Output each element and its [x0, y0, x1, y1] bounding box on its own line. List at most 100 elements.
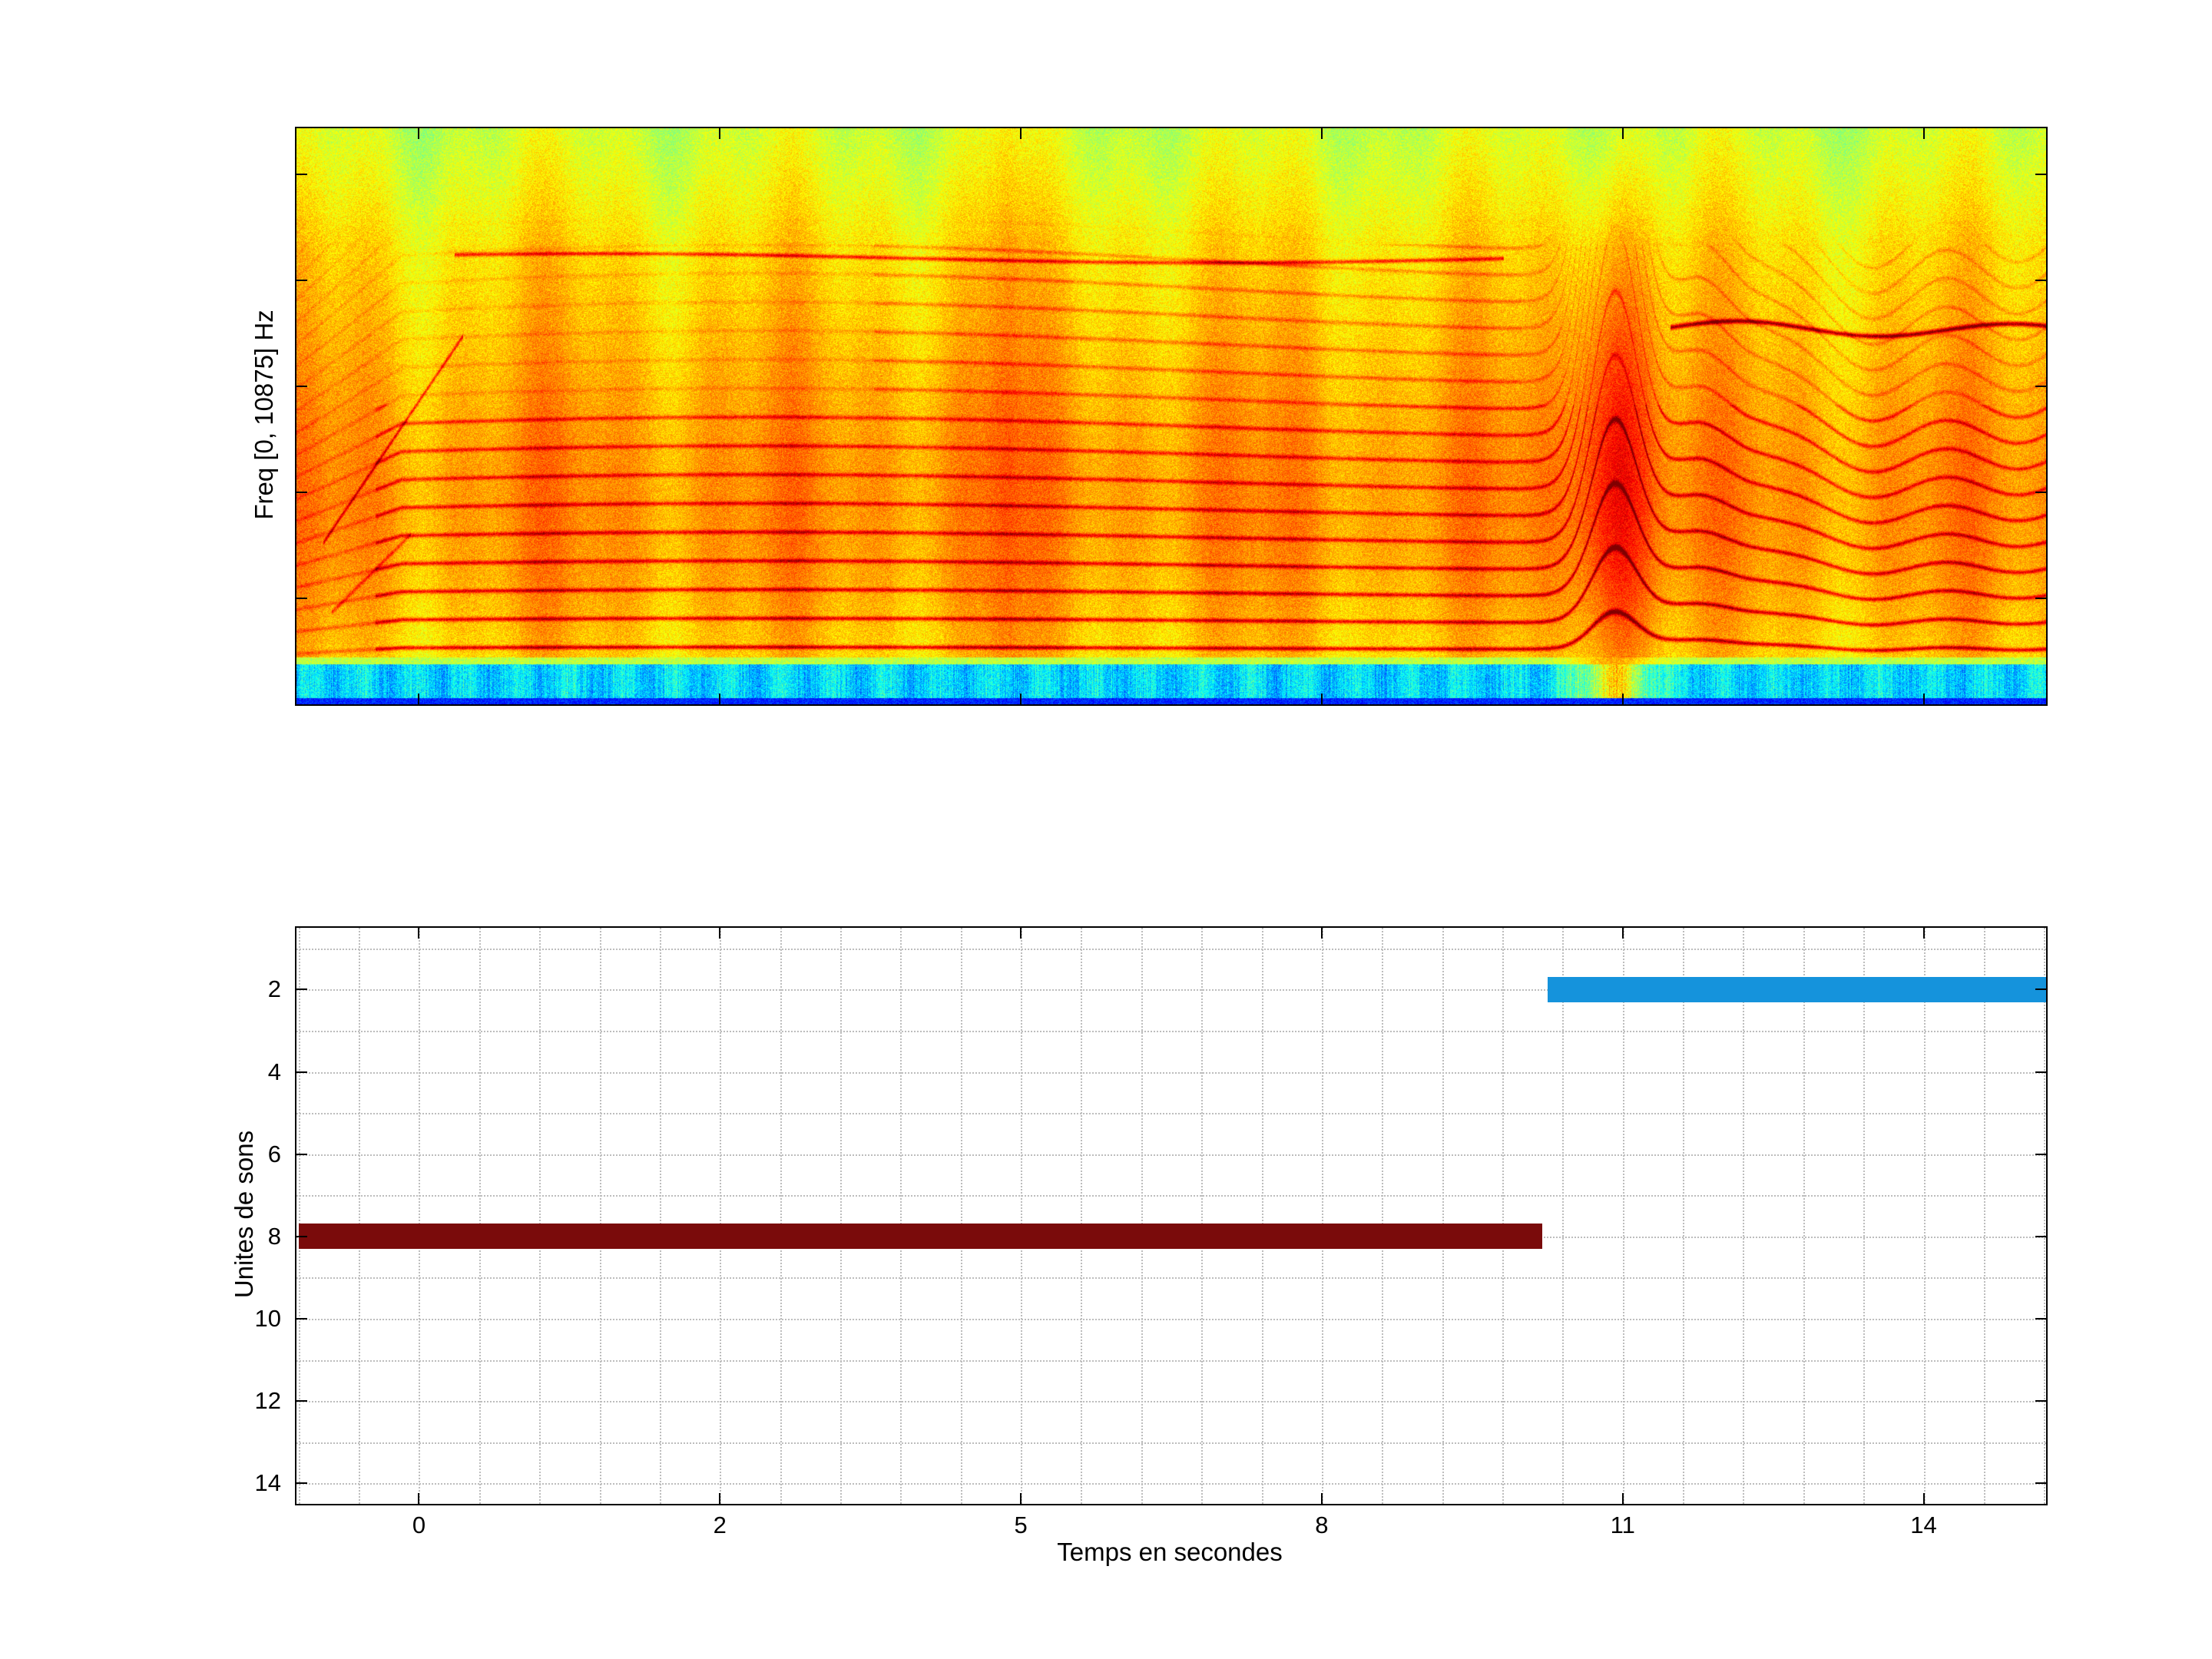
- grid-line-vertical: [1923, 928, 1926, 1504]
- y-tick-label: 10: [254, 1304, 281, 1332]
- grid-line-horizontal: [296, 989, 2046, 992]
- y-tick-label: 8: [267, 1222, 281, 1250]
- spec-x-tick-mark: [1320, 694, 1323, 704]
- x-tick-mark: [1020, 1493, 1022, 1504]
- y-tick-mark: [2035, 1153, 2046, 1155]
- grid-line-vertical: [780, 928, 782, 1504]
- x-tick-mark: [719, 1493, 721, 1504]
- grid-line-vertical: [599, 928, 601, 1504]
- timeline-bar-unit-8-segment: [298, 1224, 1543, 1250]
- spec-y-tick-mark: [296, 280, 307, 281]
- grid-line-vertical: [1261, 928, 1263, 1504]
- x-tick-mark: [1621, 928, 1624, 939]
- grid-line-vertical: [1382, 928, 1384, 1504]
- grid-line-horizontal: [296, 1442, 2046, 1444]
- grid-line-horizontal: [296, 1359, 2046, 1362]
- x-tick-mark: [418, 928, 420, 939]
- x-tick-mark: [1320, 1493, 1323, 1504]
- spec-y-tick-mark: [296, 598, 307, 599]
- spec-y-tick-mark: [2035, 492, 2046, 493]
- grid-line-vertical: [1743, 928, 1745, 1504]
- x-tick-mark: [1621, 1493, 1624, 1504]
- grid-line-vertical: [840, 928, 842, 1504]
- spec-x-tick-mark: [1621, 694, 1624, 704]
- spectrogram-plot: [295, 127, 2048, 706]
- spec-x-tick-mark: [1621, 128, 1624, 139]
- spec-y-tick-mark: [296, 174, 307, 175]
- spec-x-tick-mark: [1320, 128, 1323, 139]
- y-tick-mark: [296, 1071, 307, 1073]
- grid-line-vertical: [1622, 928, 1624, 1504]
- x-tick-label: 14: [1910, 1512, 1937, 1538]
- x-tick-mark: [719, 928, 721, 939]
- y-tick-mark: [2035, 1235, 2046, 1237]
- grid-line-vertical: [359, 928, 361, 1504]
- grid-line-vertical: [539, 928, 541, 1504]
- timeline-xlabel: Temps en secondes: [1057, 1538, 1283, 1566]
- x-tick-label: 2: [713, 1512, 727, 1538]
- timeline-plot: [295, 926, 2048, 1505]
- grid-line-vertical: [298, 928, 300, 1504]
- y-tick-label: 6: [267, 1140, 281, 1167]
- grid-line-vertical: [1803, 928, 1805, 1504]
- y-tick-mark: [296, 1153, 307, 1155]
- spec-y-tick-mark: [2035, 598, 2046, 599]
- y-tick-label: 4: [267, 1058, 281, 1085]
- grid-line-vertical: [1141, 928, 1143, 1504]
- x-tick-label: 0: [412, 1512, 426, 1538]
- grid-line-horizontal: [296, 1195, 2046, 1197]
- y-tick-mark: [296, 1235, 307, 1237]
- grid-line-horizontal: [296, 1113, 2046, 1115]
- x-tick-label: 11: [1610, 1512, 1635, 1538]
- grid-line-vertical: [900, 928, 902, 1504]
- x-tick-mark: [418, 1493, 420, 1504]
- y-tick-mark: [2035, 1482, 2046, 1485]
- grid-line-vertical: [1021, 928, 1023, 1504]
- x-tick-mark: [1922, 1493, 1925, 1504]
- spectrogram-canvas: [296, 128, 2046, 704]
- spectrogram-ticks-layer: [296, 128, 2046, 704]
- grid-line-vertical: [1863, 928, 1866, 1504]
- spec-y-tick-mark: [296, 386, 307, 387]
- grid-line-horizontal: [296, 1483, 2046, 1485]
- y-tick-mark: [2035, 1071, 2046, 1073]
- y-tick-label: 14: [254, 1469, 281, 1497]
- spec-x-tick-mark: [719, 694, 721, 704]
- timeline-bar-unit-2-segment: [1547, 976, 2046, 1002]
- grid-line-horizontal: [296, 1401, 2046, 1403]
- y-tick-mark: [2035, 1400, 2046, 1402]
- bars-layer: [296, 928, 2046, 1504]
- y-tick-mark: [2035, 1317, 2046, 1320]
- y-tick-mark: [2035, 988, 2046, 991]
- grid-line-horizontal: [296, 1030, 2046, 1032]
- x-tick-mark: [1020, 928, 1022, 939]
- y-tick-mark: [296, 1317, 307, 1320]
- x-tick-mark: [1320, 928, 1323, 939]
- grid-line-vertical: [659, 928, 661, 1504]
- grid-line-horizontal: [296, 948, 2046, 950]
- x-tick-mark: [1922, 928, 1925, 939]
- grid-line-vertical: [1442, 928, 1444, 1504]
- spec-x-tick-mark: [1922, 694, 1925, 704]
- spectrogram-ylabel: Freq [0, 10875] Hz: [250, 310, 278, 520]
- grid-line-vertical: [1081, 928, 1083, 1504]
- y-tick-mark: [296, 1482, 307, 1485]
- grid-line-vertical: [2044, 928, 2046, 1504]
- spec-y-tick-mark: [2035, 174, 2046, 175]
- spec-x-tick-mark: [1922, 128, 1925, 139]
- grid-layer: [296, 928, 2046, 1504]
- spec-x-tick-mark: [418, 694, 420, 704]
- grid-line-horizontal: [296, 1277, 2046, 1280]
- spec-y-tick-mark: [2035, 386, 2046, 387]
- grid-line-vertical: [1983, 928, 1985, 1504]
- x-tick-label: 5: [1014, 1512, 1028, 1538]
- spec-y-tick-mark: [296, 492, 307, 493]
- y-tick-label: 2: [267, 975, 281, 1003]
- grid-line-horizontal: [296, 1154, 2046, 1156]
- grid-line-vertical: [1201, 928, 1204, 1504]
- grid-line-vertical: [1502, 928, 1504, 1504]
- spec-x-tick-mark: [719, 128, 721, 139]
- grid-line-vertical: [1562, 928, 1565, 1504]
- grid-line-vertical: [478, 928, 481, 1504]
